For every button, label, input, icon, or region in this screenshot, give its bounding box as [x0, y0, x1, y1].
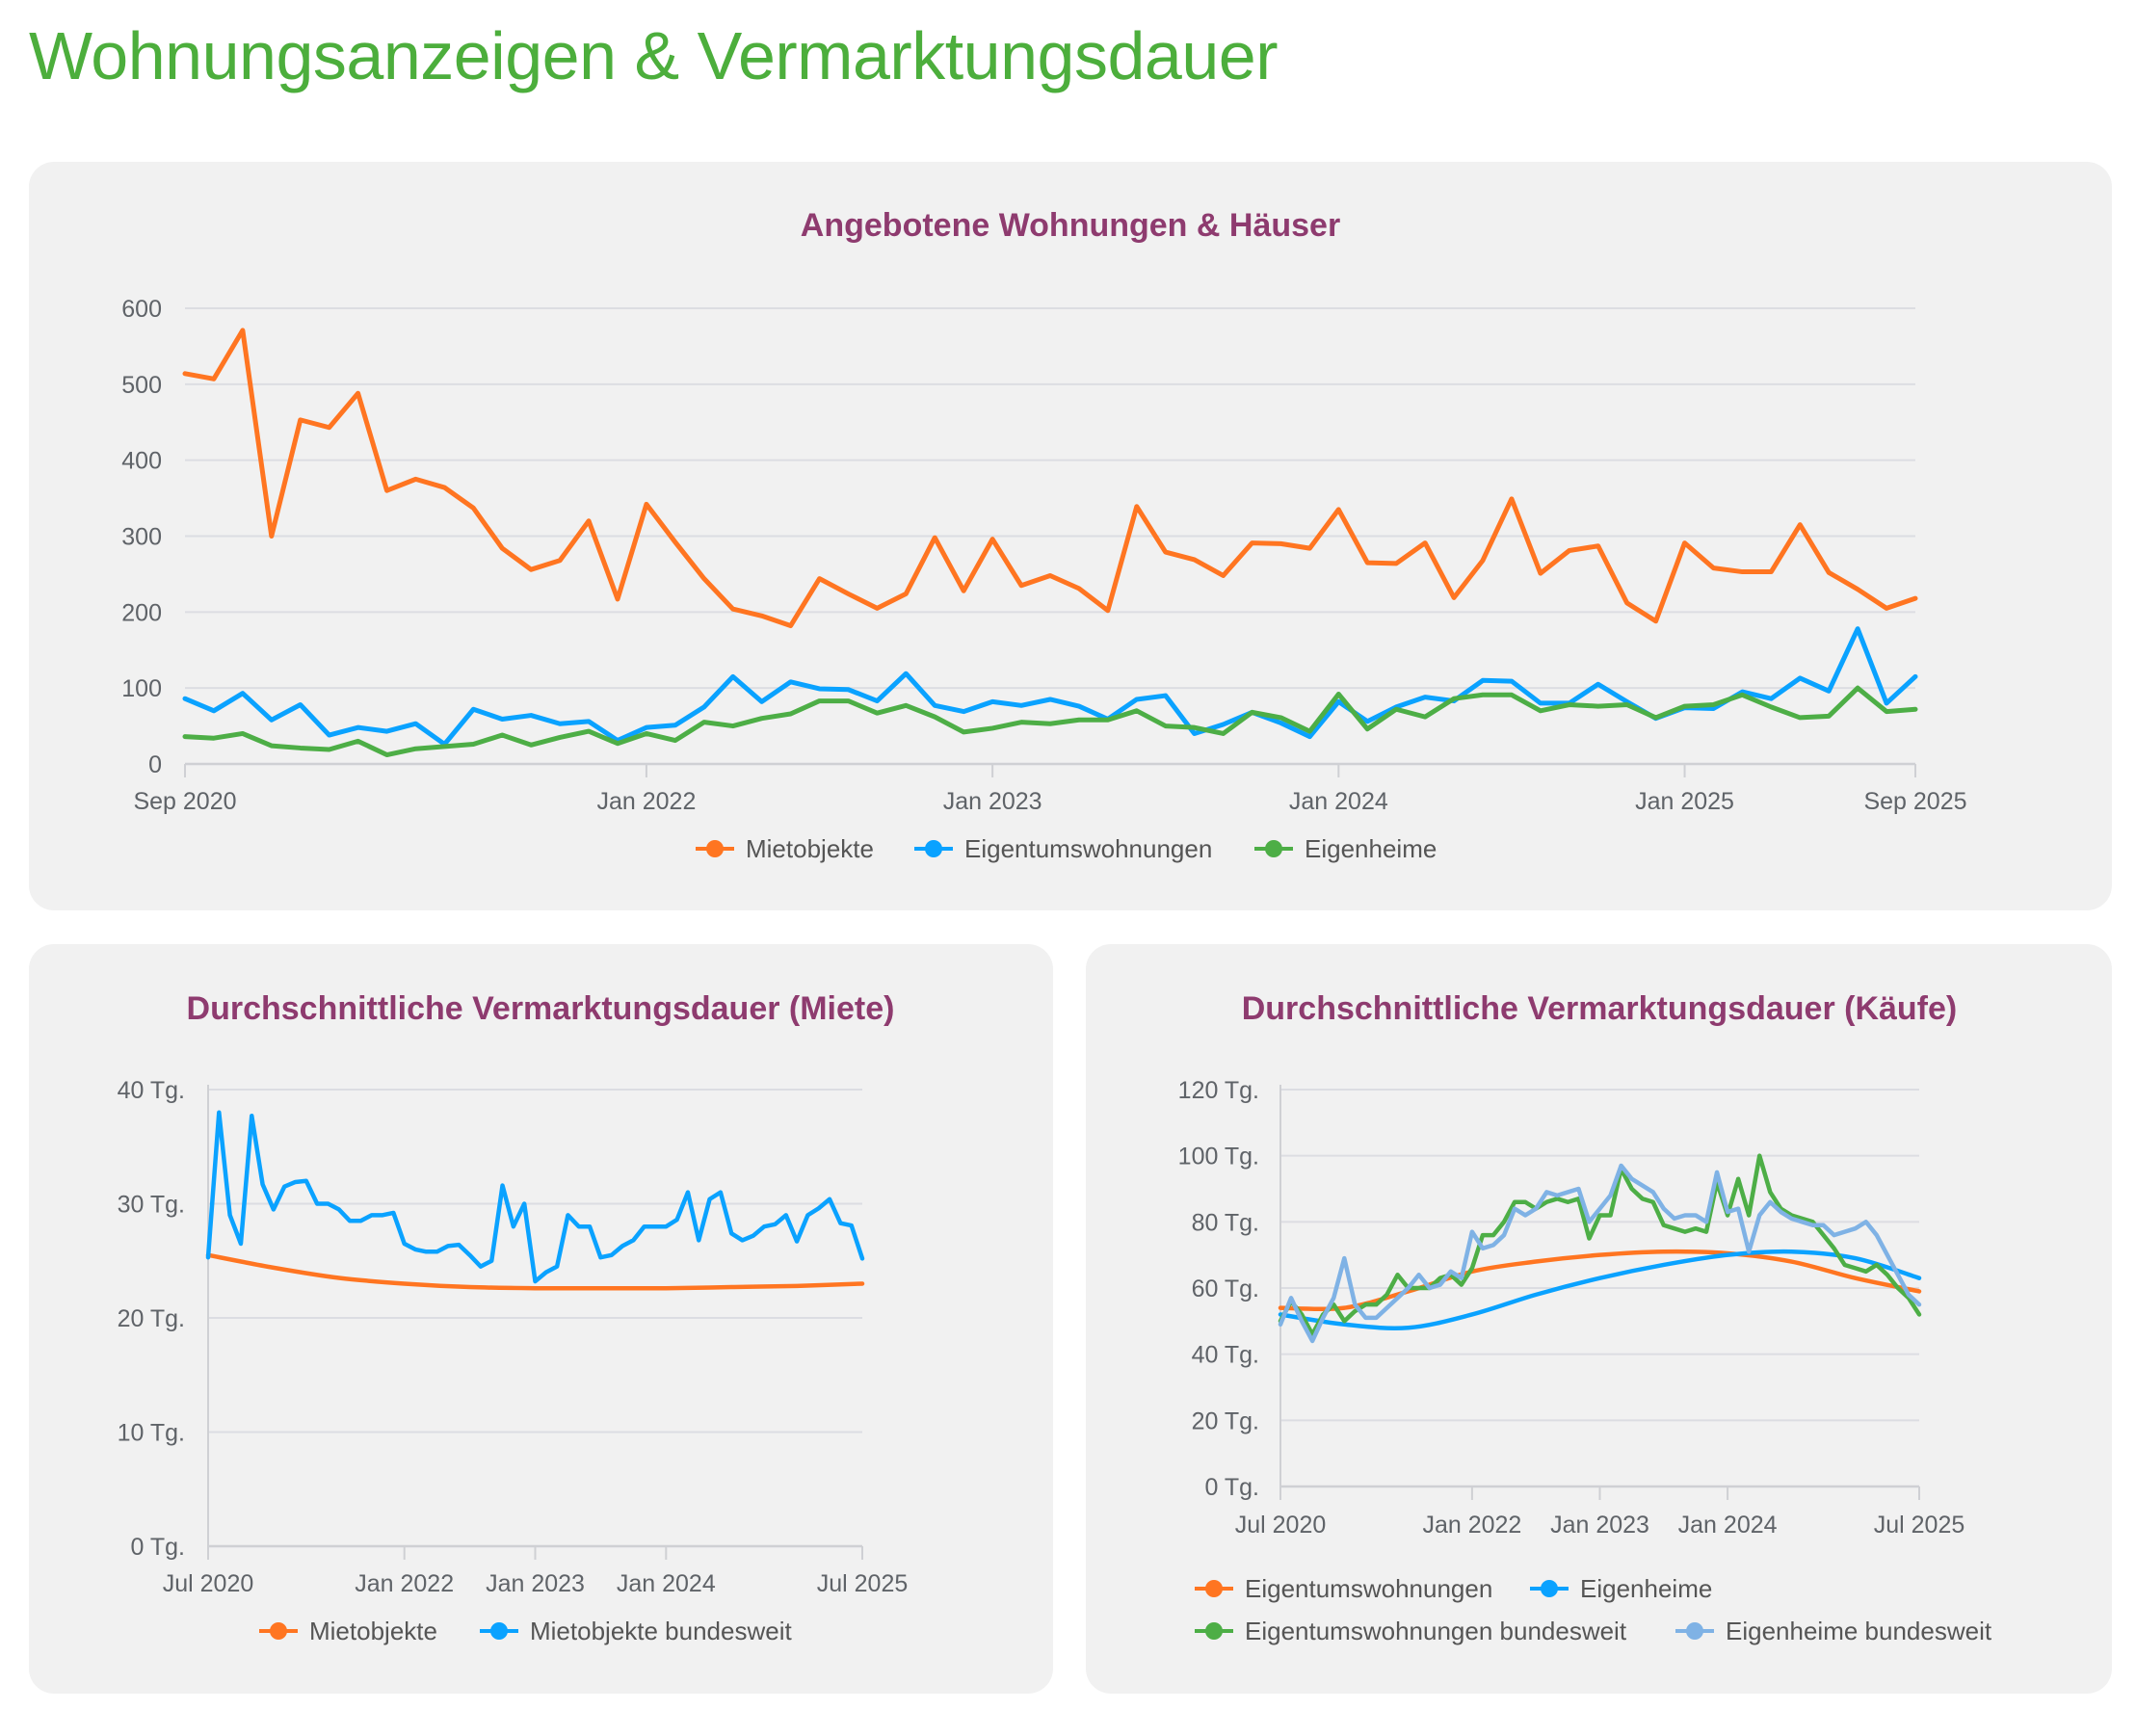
legend-dot-marker: [925, 840, 942, 857]
purchase-duration-chart: 0 Tg. 20 Tg. 40 Tg. 60 Tg. 80 Tg. 100 Tg. 120 …: [1178, 1077, 1992, 1645]
y-tick-label: 80 Tg.: [1192, 1209, 1259, 1236]
x-tick-label: Jan 2022: [596, 788, 696, 815]
legend-label: Mietobjekte: [309, 1617, 437, 1645]
y-tick-label: 40 Tg.: [118, 1077, 185, 1104]
x-tick-label: Jan 2023: [943, 788, 1042, 815]
x-tick-label: Jan 2023: [1550, 1512, 1649, 1539]
chart-title-purchase-duration: Durchschnittliche Vermarktungsdauer (Käu…: [1242, 990, 1958, 1027]
y-tick-label: 0: [148, 751, 162, 778]
rent-duration-chart: 0 Tg. 10 Tg. 20 Tg. 30 Tg. 40 Tg. Jul 2020 Jan…: [118, 1077, 909, 1645]
purchase-duration-chart-panel: [1086, 944, 2112, 1694]
x-tick-label: Jan 2024: [1678, 1512, 1778, 1539]
legend-dot-marker: [1686, 1622, 1703, 1640]
y-tick-label: 100: [121, 675, 162, 702]
page-title: Wohnungsanzeigen & Vermarktungsdauer: [29, 18, 1279, 93]
legend-label: Eigenheime bundesweit: [1726, 1617, 1992, 1645]
legend-dot-marker: [270, 1622, 287, 1640]
legend-dot-marker: [1541, 1580, 1558, 1597]
legend-item[interactable]: Eigentumswohnungen bundesweit: [1195, 1617, 1627, 1645]
y-tick-label: 20 Tg.: [118, 1305, 185, 1332]
y-tick-label: 40 Tg.: [1192, 1342, 1259, 1369]
legend-item[interactable]: Eigenheime: [1254, 834, 1437, 863]
x-tick-label: Jan 2022: [355, 1570, 454, 1597]
series-line-eigentumswohnungen-bundesweit: [1278, 1153, 1922, 1337]
legend-item[interactable]: Eigentumswohnungen: [1195, 1574, 1492, 1603]
x-tick-label: Jul 2025: [817, 1570, 909, 1597]
legend-item[interactable]: Eigenheime: [1530, 1574, 1712, 1603]
legend-item[interactable]: Mietobjekte: [259, 1617, 437, 1645]
series-line-eigentumswohnungen: [1278, 1249, 1922, 1312]
y-tick-label: 120 Tg.: [1178, 1077, 1259, 1104]
legend-item[interactable]: Mietobjekte: [696, 834, 874, 863]
series-line-eigentumswohnungen: [182, 626, 1918, 748]
x-tick-label: Jul 2020: [163, 1570, 254, 1597]
x-tick-label: Sep 2025: [1863, 788, 1966, 815]
y-tick-label: 500: [121, 372, 162, 399]
y-tick-label: 600: [121, 296, 162, 323]
offers-chart: 0 100 200 300 400 500 600 Sep 2020 Jan 2022 Jan 2…: [121, 296, 1966, 863]
legend-label: Mietobjekte: [746, 834, 874, 863]
legend-dot-marker: [1205, 1580, 1223, 1597]
legend-label: Eigentumswohnungen: [1245, 1574, 1492, 1603]
chart-title-offers: Angebotene Wohnungen & Häuser: [801, 207, 1340, 244]
legend-item[interactable]: Eigenheime bundesweit: [1675, 1617, 1992, 1645]
legend-label: Eigentumswohnungen: [964, 834, 1212, 863]
x-tick-label: Jul 2020: [1235, 1512, 1327, 1539]
legend-item[interactable]: Mietobjekte bundesweit: [480, 1617, 792, 1645]
legend-dot-marker: [706, 840, 724, 857]
series-line-mietobjekte: [182, 328, 1918, 629]
y-tick-label: 300: [121, 524, 162, 551]
x-tick-label: Jan 2025: [1635, 788, 1734, 815]
legend-dot-marker: [1265, 840, 1282, 857]
series-line-eigenheime-bundesweit: [1278, 1163, 1922, 1344]
x-tick-label: Jan 2024: [1289, 788, 1388, 815]
x-tick-label: Jan 2024: [617, 1570, 716, 1597]
y-tick-label: 60 Tg.: [1192, 1276, 1259, 1302]
series-line-mietobjekte-bundesweit: [205, 1110, 865, 1284]
y-tick-label: 10 Tg.: [118, 1420, 185, 1447]
y-tick-label: 100 Tg.: [1178, 1144, 1259, 1170]
y-tick-label: 20 Tg.: [1192, 1407, 1259, 1434]
legend-label: Eigentumswohnungen bundesweit: [1245, 1617, 1627, 1645]
y-tick-label: 0 Tg.: [1204, 1474, 1259, 1501]
legend-label: Mietobjekte bundesweit: [530, 1617, 792, 1645]
y-tick-label: 30 Tg.: [118, 1192, 185, 1219]
legend-dot-marker: [490, 1622, 508, 1640]
series-line-eigenheime: [182, 685, 1918, 758]
y-tick-label: 0 Tg.: [130, 1534, 185, 1561]
series-line-eigenheime: [1278, 1249, 1922, 1330]
y-tick-label: 200: [121, 599, 162, 626]
x-tick-label: Jul 2025: [1874, 1512, 1965, 1539]
y-tick-label: 400: [121, 448, 162, 475]
series-line-mietobjekte: [205, 1252, 865, 1291]
x-tick-label: Jan 2022: [1422, 1512, 1521, 1539]
legend-label: Eigenheime: [1580, 1574, 1712, 1603]
x-tick-label: Jan 2023: [486, 1570, 585, 1597]
legend-dot-marker: [1205, 1622, 1223, 1640]
legend-item[interactable]: Eigentumswohnungen: [914, 834, 1212, 863]
legend-label: Eigenheime: [1305, 834, 1437, 863]
x-tick-label: Sep 2020: [133, 788, 236, 815]
chart-title-rent-duration: Durchschnittliche Vermarktungsdauer (Mie…: [187, 990, 895, 1027]
